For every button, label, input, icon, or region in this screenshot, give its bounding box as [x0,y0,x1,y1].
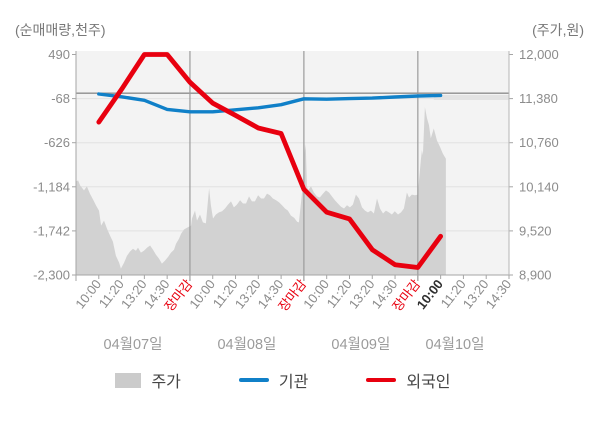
x-label-time: 10:00 [414,277,446,312]
left-axis-title: (순매매량,천주) [15,22,106,38]
price-area-swatch [115,372,142,388]
legend-item-foreigner: 외국인 [366,368,451,392]
x-date-label: 04월07일 [104,336,163,353]
right-axis-label: 8,900 [519,268,552,283]
right-axis-label: 10,760 [519,135,559,150]
right-axis-label: 11,380 [519,91,558,106]
x-date-label: 04월09일 [331,336,390,353]
x-label-time: 10:00 [300,277,332,312]
left-axis-label: -2,300 [33,268,70,283]
right-axis-label: 12,000 [519,47,559,62]
legend-item-institution: 기관 [238,368,309,392]
institution-line [97,92,443,114]
x-date-label: 04월10일 [426,336,485,353]
legend-label-price: 주가 [151,374,181,391]
x-date-label: 04월08일 [217,336,276,353]
price-area [76,107,446,275]
left-axis-label: -626 [44,135,70,150]
chart-legend: 주가 기관 외국인 [0,368,600,392]
right-axis-title: (주가,원) [532,22,584,38]
left-axis-label: -1,742 [33,223,70,238]
left-axis-label: 490 [48,47,70,62]
legend-label-foreigner: 외국인 [406,374,451,391]
left-axis-label: -1,184 [33,179,70,194]
x-label-time: 10:00 [72,277,104,312]
x-label-time: 14:30 [483,277,515,312]
right-axis-label: 9,520 [519,223,552,238]
legend-label-institution: 기관 [278,374,309,391]
legend-item-price: 주가 [115,368,181,392]
chart-svg: 490 12,000 -68 11,380 -626 10,760 -1,184 10,140… [33,47,559,353]
left-axis-label: -68 [51,91,70,106]
right-axis-label: 10,140 [519,179,559,194]
foreigner-line [96,52,444,270]
foreigner-line-swatch [366,378,397,382]
institution-line-swatch [238,378,269,382]
x-label-time: 10:00 [186,277,218,312]
